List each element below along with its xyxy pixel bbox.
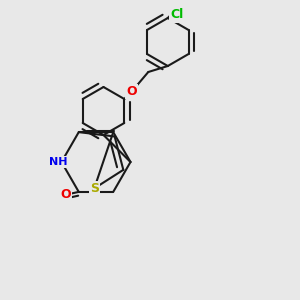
Text: O: O bbox=[60, 188, 70, 201]
Text: NH: NH bbox=[49, 157, 68, 167]
Text: S: S bbox=[90, 182, 99, 195]
Text: Cl: Cl bbox=[170, 8, 183, 22]
Text: O: O bbox=[127, 85, 137, 98]
